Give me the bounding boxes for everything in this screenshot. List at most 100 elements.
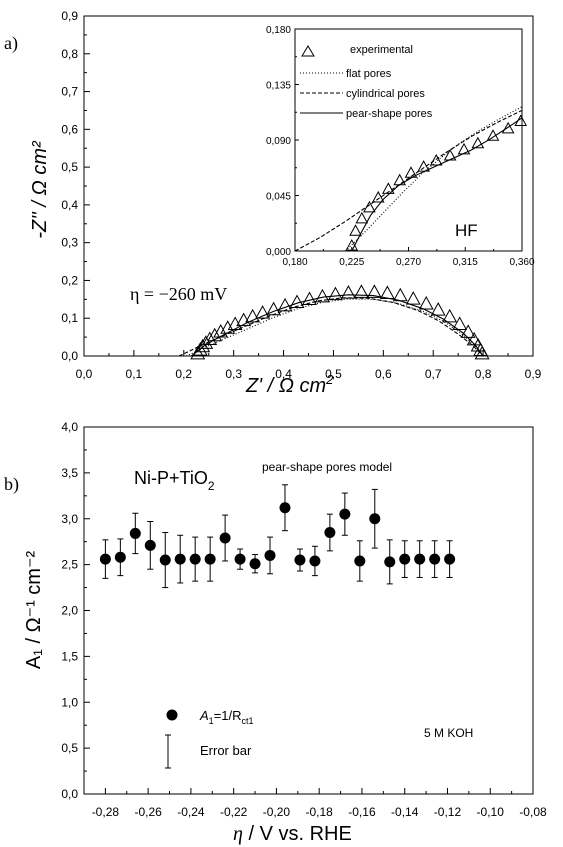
x-tick-label: -0,24 [177,805,205,819]
data-point [249,558,261,570]
data-point-triangle [429,153,443,166]
data-point-triangle [405,291,421,305]
panel-b-x-ticks: -0,28 -0,26 -0,24 -0,22 -0,20 -0,18 -0,16 -0,14… [92,788,547,819]
data-point-triangle [327,286,343,301]
legend-error-bar: Error bar [200,743,252,758]
data-point [294,554,306,566]
y-tick-label: 0,6 [61,122,78,136]
data-point-triangle [379,285,395,299]
panel-b-title: Ni-P+TiO2 [134,468,215,493]
data-point-triangle [195,338,211,353]
x-tick-label: 0,270 [396,257,421,268]
x-tick-label: -0,26 [134,805,162,819]
y-tick-label: 0,0 [61,349,78,363]
panel-b-x-label: η / V vs. RHE [233,823,352,845]
data-point-triangle [340,285,356,299]
legend-filled-circle-icon [166,709,178,721]
y-tick-label: 1,0 [61,695,78,709]
y-tick-label: 0,7 [61,85,78,99]
data-point-triangle [392,287,408,302]
y-tick-label: 0,090 [266,136,291,147]
panel-a-y-label: -Z'' / Ω cm² [29,140,51,239]
data-point-triangle [302,291,317,306]
data-point [99,553,111,565]
x-tick-label: 0,225 [339,257,364,268]
series-line-dotted [186,298,484,357]
panel-a-y-ticks: 0,0 0,1 0,2 0,3 0,4 0,5 0,6 0,7 0,8 0,9 [61,9,90,363]
series-line-dashed [294,109,523,252]
x-tick-label: 0,0 [76,367,93,381]
data-point [204,553,216,565]
series-line-solid [351,117,523,252]
data-point-triangle [466,331,482,346]
x-tick-label: 0,9 [525,367,542,381]
y-tick-label: 1,5 [61,649,78,663]
data-point-triangle [430,302,446,316]
data-point-triangle [471,136,485,149]
data-point-triangle [245,308,261,323]
x-tick-label: 0,315 [453,257,478,268]
legend-pear: pear-shape pores [346,108,433,120]
y-tick-label: 0,5 [61,160,78,174]
data-point-triangle [404,166,418,178]
data-point-triangle [366,284,382,298]
panel-b: -0,28 -0,26 -0,24 -0,22 -0,20 -0,18 -0,16 -0,14… [4,420,547,845]
y-tick-label: 4,0 [61,420,78,434]
panel-b-subtitle: pear-shape pores model [262,460,392,474]
data-point [429,553,441,565]
inset-frame [294,28,523,252]
data-point [354,555,366,567]
y-tick-label: 2,5 [61,558,78,572]
data-point-triangle [474,345,490,360]
y-tick-label: 3,5 [61,466,78,480]
x-tick-label: -0,16 [348,805,376,819]
data-point [129,527,141,539]
data-point-triangle [353,284,369,298]
data-point [264,549,276,561]
data-point-triangle [315,288,330,303]
data-point [144,539,156,551]
data-point-triangle [371,190,385,203]
series-line-solid [190,294,484,357]
data-point-triangle [452,316,468,330]
x-tick-label: 0,8 [475,367,492,381]
x-tick-label: -0,12 [434,805,462,819]
y-tick-label: 0,8 [61,47,78,61]
data-point-triangle [381,182,395,194]
data-point-triangle [227,316,243,330]
data-point [279,502,291,514]
y-tick-label: 2,0 [61,604,78,618]
y-tick-label: 3,0 [61,512,78,526]
x-tick-label: 0,7 [425,367,442,381]
x-tick-label: 0,1 [126,367,143,381]
data-point [189,553,201,565]
data-point-triangle [192,342,208,356]
legend-a1: A1=1/Rct1 [199,708,254,726]
x-tick-label: 0,6 [375,367,392,381]
data-point [414,553,426,565]
y-tick-label: 0,9 [61,9,78,23]
x-tick-label: -0,22 [220,805,248,819]
data-point-triangle [442,308,458,323]
panel-a: 0,0 0,1 0,2 0,3 0,4 0,5 0,6 0,7 0,8 0,9 0,0 0,1 0,2… [4,9,542,397]
x-tick-label: 0,4 [275,367,292,381]
x-tick-label: -0,28 [92,805,120,819]
panel-b-series [99,484,456,589]
data-point-triangle [289,294,305,309]
data-point [384,556,396,568]
data-point-triangle [202,331,218,346]
x-tick-label: -0,08 [519,805,547,819]
y-tick-label: 0,135 [266,81,291,92]
x-tick-label: -0,18 [306,805,334,819]
inset-series [294,106,528,252]
x-tick-label: 0,360 [509,257,534,268]
data-point [339,508,351,520]
data-point [234,553,246,565]
data-point-triangle [501,121,515,134]
koh-annotation: 5 M KOH [424,726,473,740]
y-tick-label: 0,5 [61,741,78,755]
inset-legend: experimental flat pores cylindrical pore… [300,44,433,120]
legend-triangle-icon [301,45,315,57]
y-tick-label: 0,1 [61,311,78,325]
